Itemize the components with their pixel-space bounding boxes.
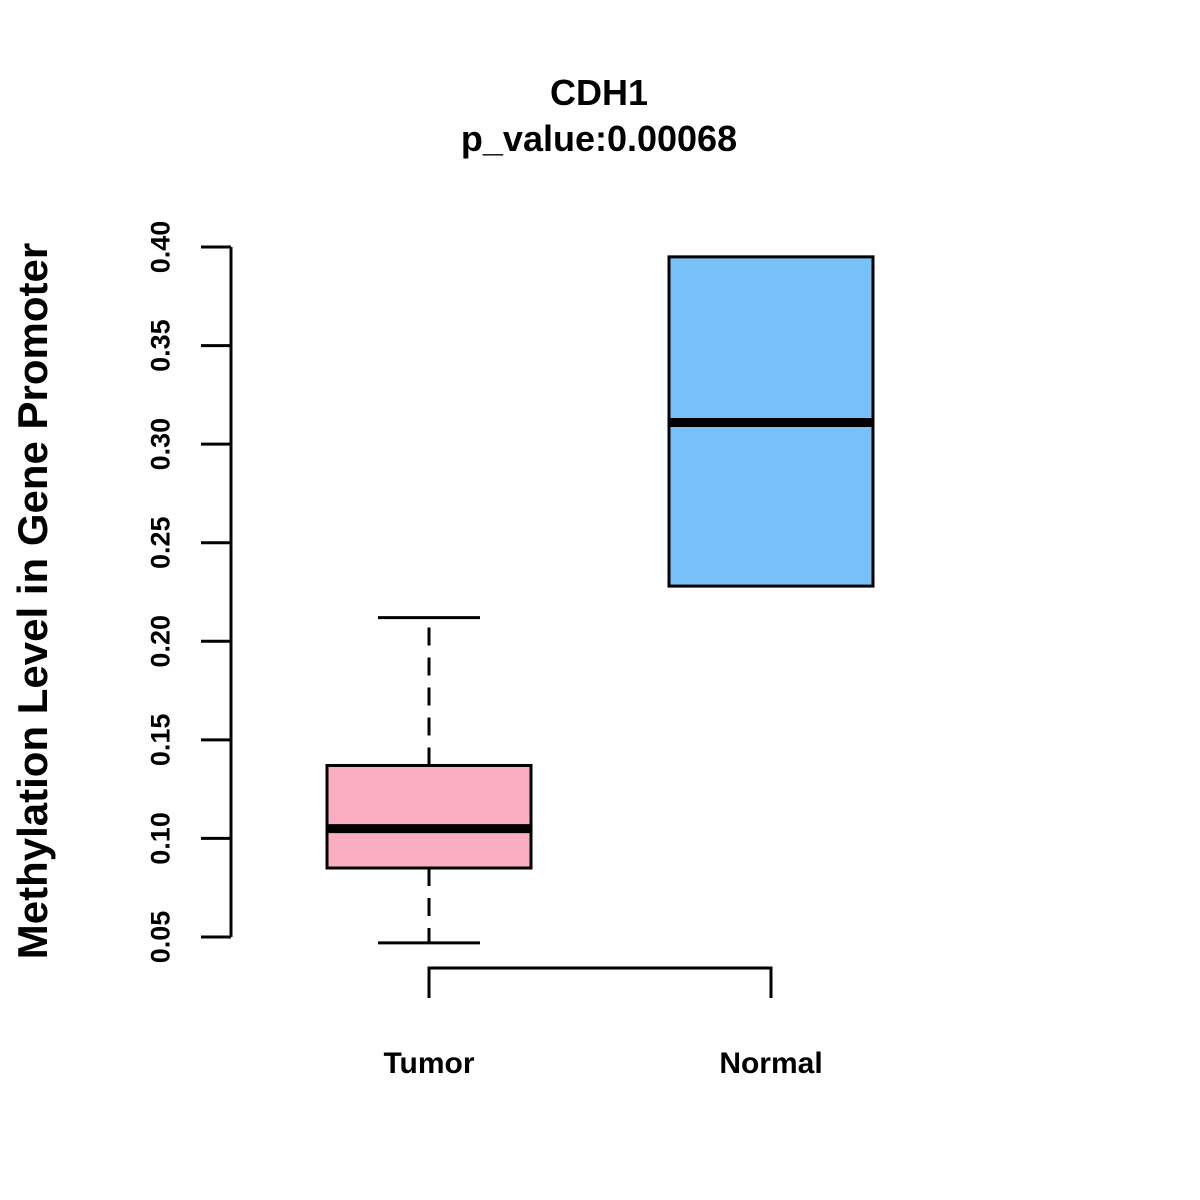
- chart-title: CDH1: [550, 72, 648, 113]
- y-tick-label: 0.35: [145, 319, 175, 372]
- y-axis-label: Methylation Level in Gene Promoter: [9, 243, 56, 959]
- y-tick-label: 0.15: [145, 714, 175, 767]
- x-category-label: Normal: [719, 1047, 822, 1080]
- y-tick-label: 0.25: [145, 516, 175, 569]
- box-normal: [667, 255, 875, 588]
- y-tick-label: 0.10: [145, 812, 175, 865]
- iqr-box: [325, 763, 533, 870]
- y-tick-label: 0.40: [145, 221, 175, 274]
- y-axis: 0.05 0.10 0.15 0.20 0.25 0.30 0.35 0.40: [145, 221, 233, 964]
- group-bracket-line: [427, 966, 773, 998]
- box-tumor: [325, 616, 533, 945]
- x-category-label: Tumor: [383, 1047, 474, 1080]
- group-axis: [427, 966, 773, 998]
- y-tick-label: 0.20: [145, 615, 175, 668]
- y-tick-label: 0.05: [145, 911, 175, 964]
- x-axis-labels: Tumor Normal: [383, 1047, 822, 1080]
- plot-area: [325, 255, 875, 945]
- y-tick-label: 0.30: [145, 418, 175, 471]
- chart-subtitle: p_value:0.00068: [461, 118, 737, 159]
